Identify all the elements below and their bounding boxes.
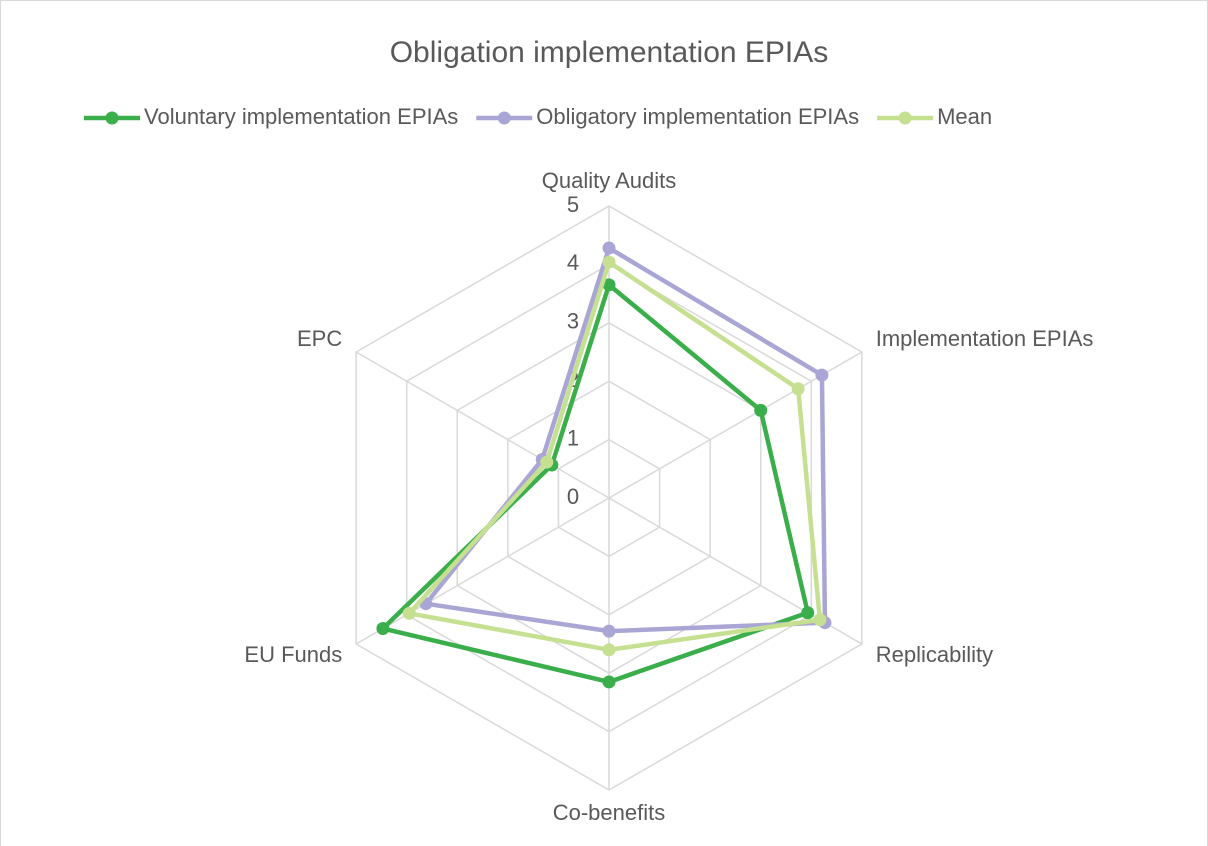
- data-point: [801, 606, 815, 620]
- category-label: Quality Audits: [542, 168, 677, 193]
- legend-marker: [898, 111, 912, 125]
- legend: Voluntary implementation EPIAs Obligatory…: [84, 104, 992, 129]
- legend-label: Obligatory implementation EPIAs: [536, 104, 859, 129]
- data-point: [602, 643, 616, 657]
- r-tick-label: 3: [567, 309, 579, 334]
- category-label: EPC: [297, 326, 342, 351]
- data-point: [813, 613, 827, 627]
- category-label: EU Funds: [244, 642, 342, 667]
- legend-label: Voluntary implementation EPIAs: [144, 104, 458, 129]
- data-point: [602, 255, 616, 269]
- r-tick-label: 1: [567, 425, 579, 450]
- data-point: [815, 368, 829, 382]
- data-point: [791, 382, 805, 396]
- chart-title: Obligation implementation EPIAs: [390, 36, 829, 69]
- data-point: [402, 606, 416, 620]
- category-label: Replicability: [876, 642, 993, 667]
- r-tick-label: 4: [567, 250, 579, 275]
- spoke: [355, 351, 610, 499]
- legend-marker: [497, 111, 511, 125]
- spoke: [355, 497, 610, 645]
- data-point: [602, 278, 616, 292]
- data-point: [602, 624, 616, 638]
- legend-label: Mean: [937, 104, 992, 129]
- r-tick-label: 0: [567, 484, 579, 509]
- data-point: [602, 675, 616, 689]
- data-point: [754, 403, 768, 417]
- category-label: Co-benefits: [553, 800, 666, 825]
- category-label: Implementation EPIAs: [876, 326, 1094, 351]
- data-point: [376, 622, 390, 636]
- data-point: [602, 241, 616, 255]
- data-point: [540, 455, 554, 469]
- r-tick-label: 5: [567, 192, 579, 217]
- legend-marker: [105, 111, 119, 125]
